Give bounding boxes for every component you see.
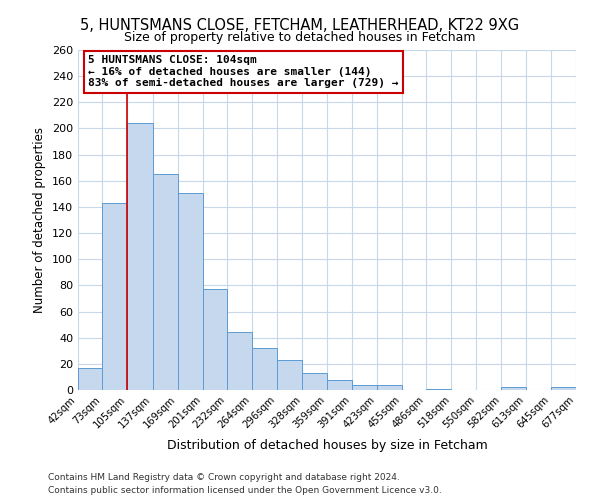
Text: Contains HM Land Registry data © Crown copyright and database right 2024.: Contains HM Land Registry data © Crown c…	[48, 472, 400, 482]
Text: Contains public sector information licensed under the Open Government Licence v3: Contains public sector information licen…	[48, 486, 442, 495]
Bar	[252, 348, 277, 390]
Text: 5 HUNTSMANS CLOSE: 104sqm
← 16% of detached houses are smaller (144)
83% of semi: 5 HUNTSMANS CLOSE: 104sqm ← 16% of detac…	[88, 55, 398, 88]
Bar	[203, 290, 227, 390]
Bar	[352, 385, 377, 390]
Bar	[152, 174, 178, 390]
Bar	[302, 373, 326, 390]
X-axis label: Distribution of detached houses by size in Fetcham: Distribution of detached houses by size …	[167, 439, 487, 452]
Bar	[78, 368, 103, 390]
Y-axis label: Number of detached properties: Number of detached properties	[34, 127, 46, 313]
Bar	[178, 192, 203, 390]
Bar	[277, 360, 302, 390]
Bar	[502, 388, 526, 390]
Bar	[227, 332, 252, 390]
Bar	[326, 380, 352, 390]
Bar	[103, 203, 127, 390]
Text: 5, HUNTSMANS CLOSE, FETCHAM, LEATHERHEAD, KT22 9XG: 5, HUNTSMANS CLOSE, FETCHAM, LEATHERHEAD…	[80, 18, 520, 32]
Bar	[551, 388, 576, 390]
Bar	[377, 385, 402, 390]
Text: Size of property relative to detached houses in Fetcham: Size of property relative to detached ho…	[124, 31, 476, 44]
Bar	[127, 123, 152, 390]
Bar	[426, 388, 451, 390]
